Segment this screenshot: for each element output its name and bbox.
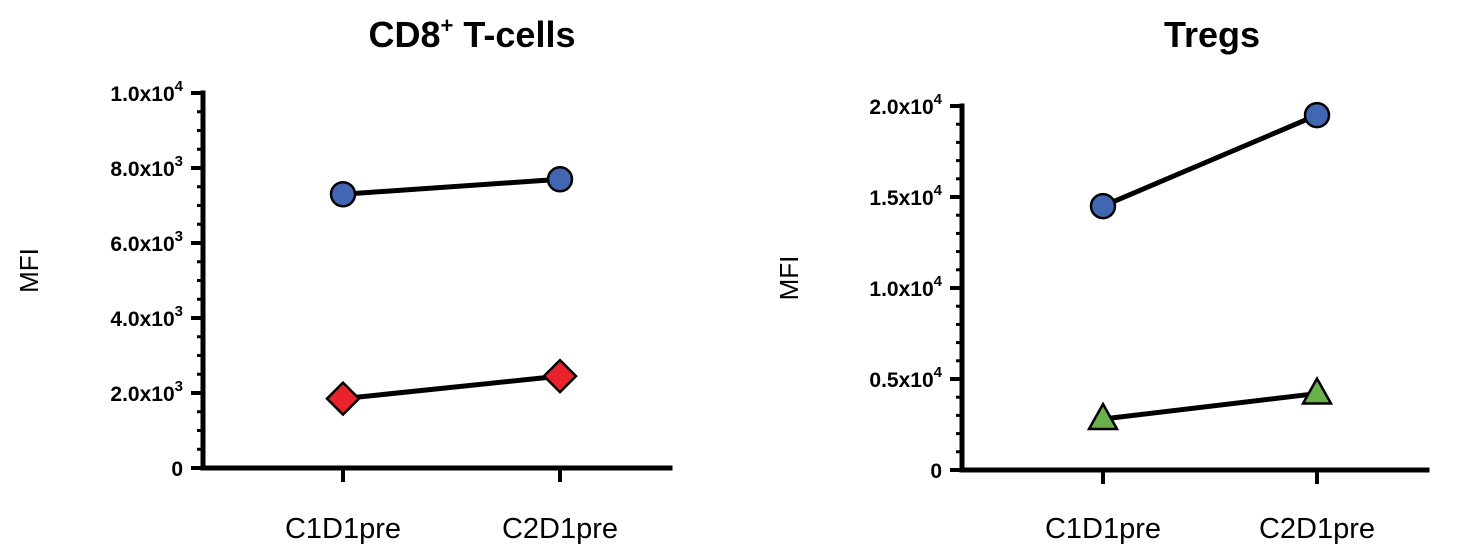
y-tick-label: 1.0x104 <box>110 78 183 106</box>
y-axis-title: MFI <box>14 248 44 293</box>
series-line <box>342 373 561 402</box>
data-point-circle <box>546 166 574 193</box>
series-line <box>1102 391 1318 422</box>
data-point-triangle <box>1300 376 1334 405</box>
y-axis-title: MFI <box>774 256 804 301</box>
chart-1: CD8+ T-cells MFI 0 2.0x103 4.0x103 6.0x103 8.0… <box>14 13 673 545</box>
y-tick-label: 0.5x104 <box>869 364 942 392</box>
y-tick-label: 2.0x103 <box>110 378 183 406</box>
y-tick-label: 4.0x103 <box>110 303 183 331</box>
chart-title: CD8+ T-cells <box>369 13 576 55</box>
data-point-circle <box>1303 101 1331 129</box>
x-tick-label: C2D1pre <box>502 513 618 545</box>
series-line <box>1102 112 1318 209</box>
y-tick-label: 2.0x104 <box>869 91 942 119</box>
data-point-circle <box>329 181 357 208</box>
y-tick-label: 1.5x104 <box>869 182 942 210</box>
data-point-triangle <box>1086 401 1120 431</box>
x-tick-label: C1D1pre <box>1045 513 1161 545</box>
x-tick-label: C1D1pre <box>285 513 401 545</box>
y-tick-label: 6.0x103 <box>110 228 183 256</box>
y-tick-label: 8.0x103 <box>110 153 183 181</box>
data-point-circle <box>1089 192 1117 220</box>
y-tick-label: 0 <box>171 458 183 481</box>
chart-2: Tregs MFI 0 0.5x104 1.0x104 1.5x104 2.0x104 C1D… <box>774 14 1430 545</box>
data-point-diamond <box>325 380 361 417</box>
x-tick-label: C2D1pre <box>1259 513 1375 545</box>
series-line <box>342 176 561 197</box>
data-point-diamond <box>542 358 578 394</box>
y-tick-label: 1.0x104 <box>869 273 942 301</box>
chart-title: Tregs <box>1164 14 1260 55</box>
y-tick-label: 0 <box>930 460 942 483</box>
